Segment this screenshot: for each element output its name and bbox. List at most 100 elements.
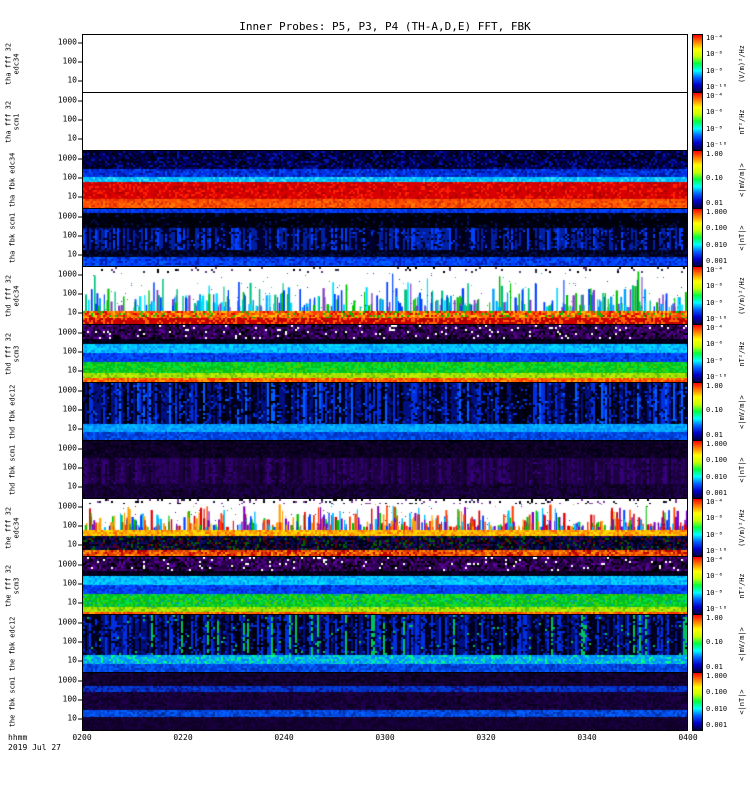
panel-ylabel-text: thd fff 32 edc34 xyxy=(4,274,21,317)
colorbar-tick-label: 1.00 xyxy=(706,381,723,390)
colorbar-tick-label: 0.010 xyxy=(706,240,728,249)
panel-colorbar xyxy=(692,556,703,615)
x-tick-label: 0320 xyxy=(476,733,496,742)
panel-ylabel-text: the fbk edc12 xyxy=(8,616,17,671)
panel-row-the_fff_32_edc34: the fff 32 edc34 1000 100 10 10⁻⁴ 10⁻⁶ 10⁻⁸ 1… xyxy=(0,498,750,557)
panel-colorbar xyxy=(692,92,703,151)
panel-colorbar-unit-text: (V/m)²/Hz xyxy=(737,276,746,315)
colorbar-tick-label: 10⁻¹⁰ xyxy=(706,83,728,92)
colorbar-tick-label: 10⁻¹⁰ xyxy=(706,315,728,324)
colorbar-tick-label: 10⁻⁴ xyxy=(706,323,723,332)
colorbar-tick-label: 10⁻⁸ xyxy=(706,66,723,75)
panel-yticks: 1000 100 10 xyxy=(26,382,83,441)
panel-ylabel-text: tha fbk edc34 xyxy=(8,152,17,207)
spectrogram-plot-area xyxy=(82,614,688,673)
y-tick-label: 10 xyxy=(67,365,82,375)
colorbar-tick-label: 0.10 xyxy=(706,174,723,183)
y-tick-label: 1000 xyxy=(57,675,83,685)
y-tick-label: 1000 xyxy=(57,559,83,569)
panel-yticks: 1000 100 10 xyxy=(26,324,83,383)
footer: hhmm 2019 Jul 27 xyxy=(8,733,61,753)
spectrogram-plot-area xyxy=(82,324,688,383)
panel-colorbar xyxy=(692,150,703,209)
panel-colorbar-unit-text: nT²/Hz xyxy=(737,340,746,367)
panel-yticks: 1000 100 10 xyxy=(26,150,83,209)
colorbar-tick-label: 1.00 xyxy=(706,613,723,622)
colorbar-tick-label: 10⁻⁶ xyxy=(706,340,723,349)
panel-colorbar-unit: <|nT|> xyxy=(735,440,748,499)
spectrogram-canvas xyxy=(83,441,687,498)
y-tick-label: 10 xyxy=(67,307,82,317)
colorbar-tick-label: 0.10 xyxy=(706,406,723,415)
spectrogram-plot-area xyxy=(82,266,688,325)
panel-ylabel: tha fff 32 edc34 xyxy=(0,34,26,93)
y-tick-label: 100 xyxy=(62,520,83,530)
y-tick-label: 1000 xyxy=(57,501,83,511)
panel-colorbar xyxy=(692,382,703,441)
panel-colorbar-ticks: 1.00 0.10 0.01 xyxy=(703,150,735,209)
panel-colorbar-unit-text: <|mV/m|> xyxy=(737,626,746,661)
x-axis: 0200 0220 0240 0300 0320 0340 0400 xyxy=(72,731,697,745)
spectrogram-canvas xyxy=(83,267,687,324)
y-tick-label: 1000 xyxy=(57,617,83,627)
panel-colorbar-unit-text: (V/m)²/Hz xyxy=(737,508,746,547)
colorbar-tick-label: 10⁻⁶ xyxy=(706,282,723,291)
colorbar-tick-label: 10⁻⁴ xyxy=(706,265,723,274)
panel-row-tha_fff_32_edc34: tha fff 32 edc34 1000 100 10 10⁻⁴ 10⁻⁶ 10⁻⁸ 1… xyxy=(0,34,750,93)
spectrogram-plot-area xyxy=(82,672,688,731)
y-tick-label: 100 xyxy=(62,636,83,646)
panel-ylabel: the fbk scm1 xyxy=(0,672,26,731)
panel-ylabel-text: the fff 32 scm3 xyxy=(4,564,21,607)
panel-ylabel: the fff 32 scm3 xyxy=(0,556,26,615)
colorbar-tick-label: 10⁻⁶ xyxy=(706,108,723,117)
panel-colorbar-unit: nT²/Hz xyxy=(735,92,748,151)
panel-colorbar xyxy=(692,34,703,93)
panel-ylabel: thd fff 32 edc34 xyxy=(0,266,26,325)
panel-colorbar xyxy=(692,614,703,673)
y-tick-label: 1000 xyxy=(57,153,83,163)
spectrogram-plot-area xyxy=(82,440,688,499)
colorbar-tick-label: 10⁻⁸ xyxy=(706,588,723,597)
panel-colorbar-ticks: 10⁻⁴ 10⁻⁶ 10⁻⁸ 10⁻¹⁰ xyxy=(703,324,735,383)
panel-colorbar-unit: <|mV/m|> xyxy=(735,150,748,209)
y-tick-label: 1000 xyxy=(57,385,83,395)
y-tick-label: 10 xyxy=(67,713,82,723)
panel-yticks: 1000 100 10 xyxy=(26,556,83,615)
colorbar-tick-label: 0.01 xyxy=(706,199,723,208)
panel-ylabel-text: tha fff 32 edc34 xyxy=(4,42,21,85)
plot-title: Inner Probes: P5, P3, P4 (TH-A,D,E) FFT,… xyxy=(239,20,531,33)
panel-ylabel: tha fbk scm1 xyxy=(0,208,26,267)
y-tick-label: 100 xyxy=(62,694,83,704)
colorbar-tick-label: 10⁻⁸ xyxy=(706,124,723,133)
panel-colorbar-unit-text: nT²/Hz xyxy=(737,108,746,135)
panel-row-the_fbk_edc12: the fbk edc12 1000 100 10 1.00 0.10 0.01 <|m… xyxy=(0,614,750,673)
colorbar-tick-label: 1.00 xyxy=(706,149,723,158)
panel-yticks: 1000 100 10 xyxy=(26,266,83,325)
colorbar-tick-label: 10⁻⁴ xyxy=(706,555,723,564)
panel-yticks: 1000 100 10 xyxy=(26,498,83,557)
x-tick-label: 0200 xyxy=(72,733,92,742)
spectrogram-canvas xyxy=(83,615,687,672)
panel-yticks: 1000 100 10 xyxy=(26,614,83,673)
colorbar-tick-label: 10⁻¹⁰ xyxy=(706,605,728,614)
panel-yticks: 1000 100 10 xyxy=(26,34,83,93)
panel-colorbar xyxy=(692,324,703,383)
panel-ylabel: the fff 32 edc34 xyxy=(0,498,26,557)
colorbar-tick-label: 0.010 xyxy=(706,704,728,713)
spectrogram-plot-area xyxy=(82,34,688,93)
panel-colorbar-unit-text: <|mV/m|> xyxy=(737,394,746,429)
y-tick-label: 100 xyxy=(62,56,83,66)
panel-colorbar-unit: (V/m)²/Hz xyxy=(735,34,748,93)
panel-ylabel-text: tha fbk scm1 xyxy=(8,212,17,263)
spectrogram-canvas xyxy=(83,325,687,382)
panel-colorbar-unit: <|mV/m|> xyxy=(735,382,748,441)
panel-ylabel: thd fbk edc12 xyxy=(0,382,26,441)
x-tick-label: 0220 xyxy=(173,733,193,742)
spectrogram-canvas xyxy=(83,499,687,556)
panel-colorbar-unit: (V/m)²/Hz xyxy=(735,266,748,325)
colorbar-tick-label: 0.001 xyxy=(706,489,728,498)
colorbar-tick-label: 1.000 xyxy=(706,207,728,216)
colorbar-tick-label: 10⁻⁴ xyxy=(706,497,723,506)
y-tick-label: 1000 xyxy=(57,327,83,337)
panel-colorbar xyxy=(692,440,703,499)
